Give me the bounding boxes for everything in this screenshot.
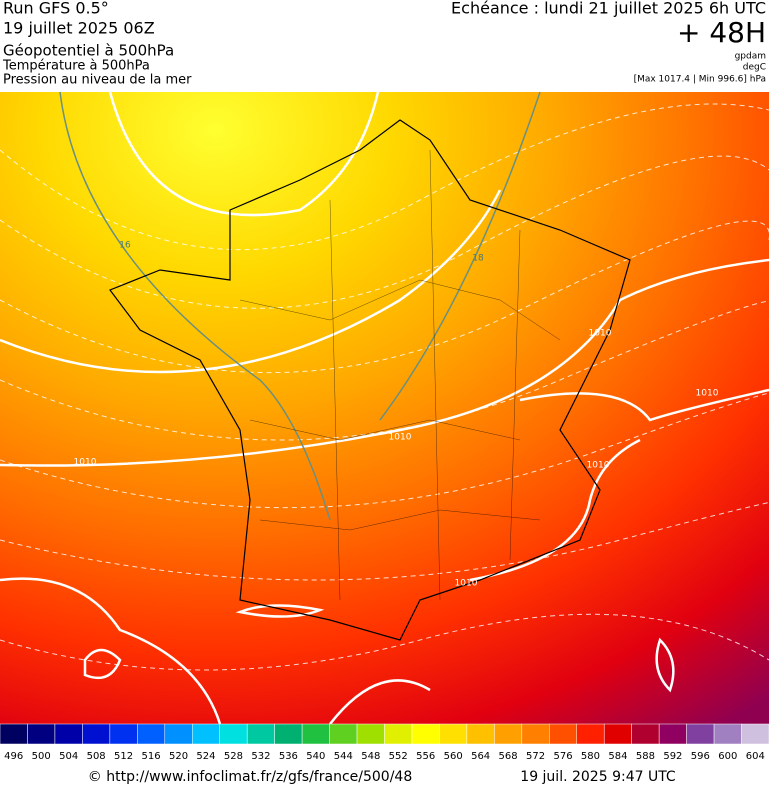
colorbar-swatch (192, 723, 220, 745)
colorbar-swatch (274, 723, 303, 745)
colorbar-swatch (0, 723, 28, 745)
colorbar-swatch (686, 723, 715, 745)
colorbar-swatch (549, 723, 577, 745)
colorbar-swatch (301, 723, 330, 745)
isobar-label: 1010 (589, 329, 612, 339)
colorbar-swatch (576, 723, 605, 745)
source-url: © http://www.infoclimat.fr/z/gfs/france/… (88, 769, 412, 785)
colorbar-tick-label: 580 (581, 751, 600, 762)
colorbar-tick-label: 508 (87, 751, 106, 762)
colorbar-swatch (329, 723, 358, 745)
field-name: Pression au niveau de la mer (3, 73, 192, 88)
colorbar-tick-label: 516 (142, 751, 161, 762)
colorbar-tick-label: 520 (169, 751, 188, 762)
colorbar-swatch (658, 723, 687, 745)
temperature-contours (0, 103, 769, 671)
unit: gpdam (735, 52, 766, 62)
colorbar-tick-label: 552 (389, 751, 408, 762)
colorbar-tick-label: 544 (334, 751, 353, 762)
colorbar-tick-label: 568 (499, 751, 518, 762)
isotherm-label: 16 (119, 241, 131, 251)
colorbar-swatch (219, 723, 248, 745)
country-outline (109, 119, 631, 641)
colorbar-swatch (631, 723, 660, 745)
colorbar-tick-label: 548 (361, 751, 380, 762)
isobar-label: 1010 (696, 389, 719, 399)
colorbar-swatch (109, 723, 138, 745)
forecast-time: Echéance : lundi 21 juillet 2025 6h UTC (451, 0, 766, 18)
lead-time: + 48H (677, 16, 766, 49)
map: 1010 1010 1010 1010 1010 1010 16 18 (0, 91, 769, 725)
colorbar-tick-label: 524 (196, 751, 215, 762)
colorbar-tick-label: 500 (32, 751, 51, 762)
unit: degC (743, 63, 766, 73)
colorbar-tick-label: 528 (224, 751, 243, 762)
department-borders (239, 149, 561, 601)
colorbar-tick-label: 496 (4, 751, 23, 762)
timestamp: 19 juil. 2025 9:47 UTC (520, 769, 676, 785)
colorbar-tick-label: 584 (608, 751, 627, 762)
run-title: Run GFS 0.5° (3, 0, 109, 18)
field-name: Géopotentiel à 500hPa (3, 42, 174, 60)
colorbar-tick-label: 588 (636, 751, 655, 762)
isobar-label: 1010 (389, 433, 412, 443)
colorbar-swatch (466, 723, 495, 745)
isobar-label: 1010 (74, 458, 97, 468)
colorbar-swatch (603, 723, 632, 745)
colorbar-swatch (411, 723, 440, 745)
colorbar: 496 500 504 508 512 516 520 524 528 532 536 540 544 5… (0, 723, 769, 762)
colorbar-tick-label: 532 (251, 751, 270, 762)
isobar-label: 1010 (455, 579, 478, 589)
colorbar-tick-label: 512 (114, 751, 133, 762)
colorbar-tick-label: 560 (444, 751, 463, 762)
colorbar-swatch (384, 723, 413, 745)
extrema: [Max 1017.4 | Min 996.6] hPa (634, 75, 766, 85)
colorbar-tick-label: 592 (663, 751, 682, 762)
run-date: 19 juillet 2025 06Z (3, 19, 155, 38)
colorbar-swatch (164, 723, 193, 745)
colorbar-tick-label: 600 (718, 751, 737, 762)
colorbar-tick-label: 536 (279, 751, 298, 762)
field-name: Température à 500hPa (2, 59, 150, 74)
colorbar-swatch (82, 723, 111, 745)
geopotential-field (0, 92, 769, 724)
colorbar-swatch (439, 723, 468, 745)
colorbar-tick-label: 596 (691, 751, 710, 762)
colorbar-swatch (246, 723, 275, 745)
colorbar-tick-label: 504 (59, 751, 78, 762)
colorbar-swatch (741, 723, 769, 745)
colorbar-swatch (27, 723, 56, 745)
colorbar-swatch (713, 723, 742, 745)
colorbar-tick-label: 572 (526, 751, 545, 762)
isobars (0, 91, 769, 725)
isobar-label: 1010 (587, 461, 610, 471)
colorbar-swatch (356, 723, 385, 745)
colorbar-tick-label: 564 (471, 751, 490, 762)
colorbar-tick-label: 576 (553, 751, 572, 762)
isotherm-label: 18 (472, 254, 484, 264)
colorbar-tick-label: 556 (416, 751, 435, 762)
colorbar-tick-label: 604 (746, 751, 765, 762)
colorbar-swatch (494, 723, 523, 745)
colorbar-tick-label: 540 (306, 751, 325, 762)
temperature-isotherms (59, 91, 541, 521)
colorbar-swatch (54, 723, 83, 745)
colorbar-swatch (137, 723, 166, 745)
colorbar-swatch (521, 723, 550, 745)
contour-labels: 1010 1010 1010 1010 1010 1010 16 18 (74, 241, 719, 589)
